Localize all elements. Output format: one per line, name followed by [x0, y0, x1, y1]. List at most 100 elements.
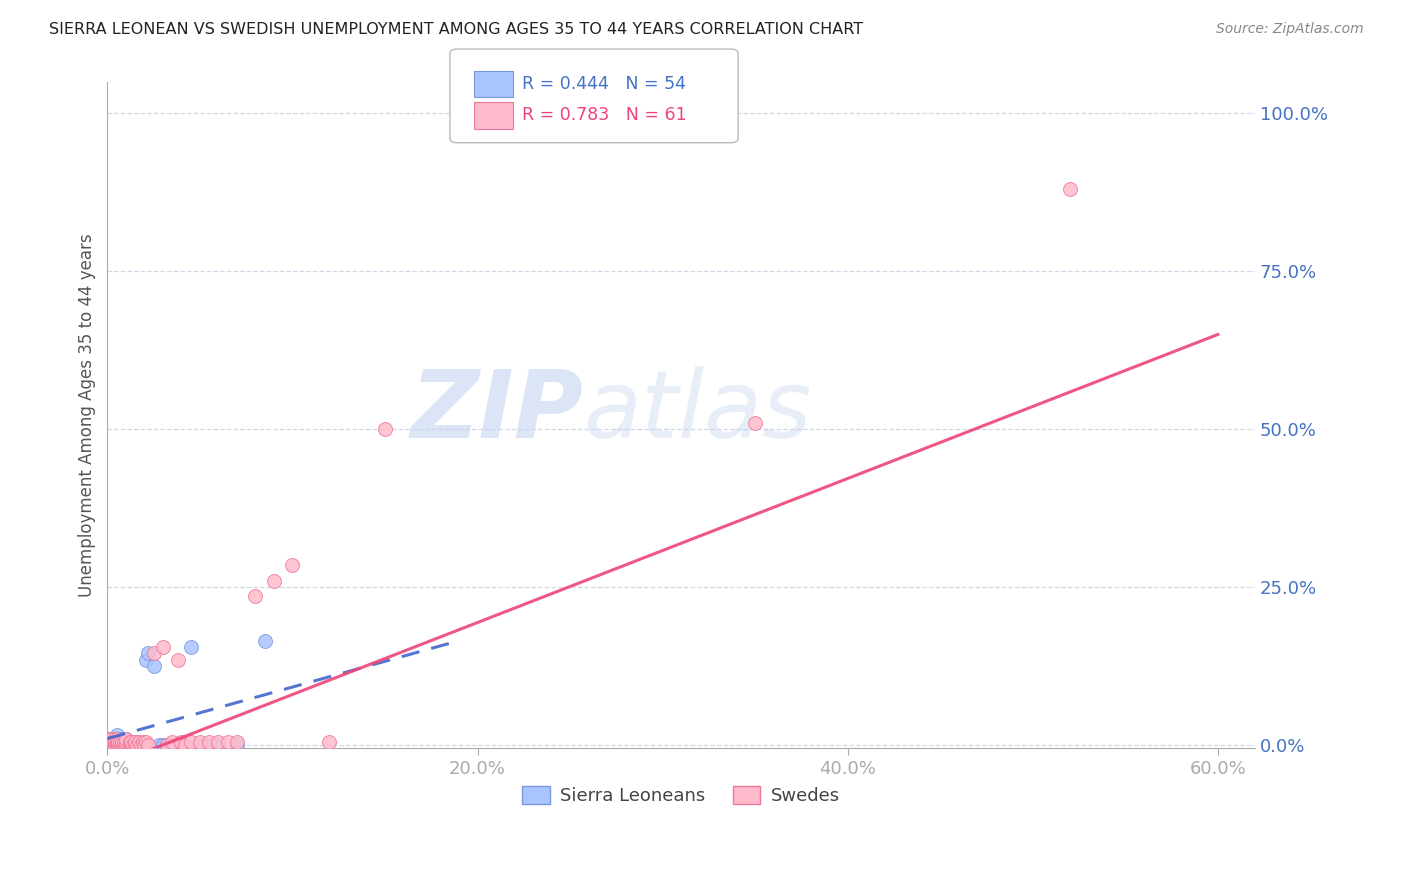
Point [245, 590, 267, 604]
Point [105, 735, 128, 749]
Point [226, 735, 249, 749]
Point [115, 731, 138, 746]
Point [100, 735, 122, 749]
Point [160, 735, 183, 749]
Point [217, 735, 239, 749]
Point [98, 738, 121, 752]
Point [111, 735, 134, 749]
Point [101, 738, 124, 752]
Point [120, 738, 142, 752]
Point [96, 735, 118, 749]
Point [134, 738, 156, 752]
Point [111, 738, 134, 752]
Point [120, 738, 142, 752]
Point [263, 574, 285, 588]
Point [135, 735, 157, 749]
Point [118, 738, 141, 752]
Point [136, 738, 159, 752]
Point [96, 731, 118, 746]
Point [129, 738, 152, 752]
Point [105, 731, 128, 746]
Point [281, 558, 304, 572]
Point [115, 738, 138, 752]
Y-axis label: Unemployment Among Ages 35 to 44 years: Unemployment Among Ages 35 to 44 years [79, 233, 96, 597]
Point [96, 738, 118, 752]
Point [180, 640, 202, 654]
Point [110, 738, 132, 752]
Point [100, 738, 122, 752]
Point [115, 731, 138, 746]
Point [744, 416, 766, 430]
Point [120, 735, 142, 749]
Point [152, 738, 174, 752]
Point [105, 738, 128, 752]
Point [96, 731, 118, 746]
Point [112, 738, 135, 752]
Point [98, 735, 121, 749]
Point [134, 738, 156, 752]
Point [117, 738, 139, 752]
Point [118, 735, 141, 749]
Point [128, 735, 150, 749]
Point [111, 738, 134, 752]
Point [198, 735, 221, 749]
Point [104, 738, 127, 752]
Point [136, 646, 159, 660]
Point [155, 738, 177, 752]
Point [174, 738, 197, 752]
Point [112, 735, 135, 749]
Point [115, 735, 138, 749]
Point [160, 738, 183, 752]
Text: R = 0.783   N = 61: R = 0.783 N = 61 [522, 106, 686, 124]
Text: atlas: atlas [583, 366, 811, 457]
Point [107, 738, 129, 752]
Point [104, 738, 127, 752]
Point [112, 738, 135, 752]
Point [107, 735, 129, 749]
Point [129, 738, 152, 752]
Point [105, 738, 128, 752]
Point [110, 735, 132, 749]
Point [1059, 182, 1081, 196]
Point [124, 738, 146, 752]
Point [104, 735, 127, 749]
Point [170, 738, 193, 752]
Point [112, 735, 135, 749]
Point [226, 738, 249, 752]
Point [155, 738, 177, 752]
Point [170, 735, 193, 749]
Point [152, 640, 174, 654]
Point [148, 738, 170, 752]
Point [100, 735, 122, 749]
Point [128, 738, 150, 752]
Point [122, 738, 145, 752]
Point [135, 653, 157, 667]
Point [105, 735, 128, 749]
Point [207, 738, 229, 752]
Point [107, 738, 129, 752]
Point [166, 738, 188, 752]
Point [101, 731, 124, 746]
Point [124, 738, 146, 752]
Point [122, 738, 145, 752]
Legend: Sierra Leoneans, Swedes: Sierra Leoneans, Swedes [515, 779, 846, 813]
Point [374, 422, 396, 436]
Point [100, 738, 122, 752]
Point [188, 735, 211, 749]
Point [207, 735, 229, 749]
Text: Source: ZipAtlas.com: Source: ZipAtlas.com [1216, 22, 1364, 37]
Point [124, 735, 146, 749]
Point [118, 738, 141, 752]
Point [101, 738, 124, 752]
Point [104, 731, 127, 746]
Point [198, 738, 221, 752]
Point [105, 731, 128, 746]
Point [253, 633, 276, 648]
Text: SIERRA LEONEAN VS SWEDISH UNEMPLOYMENT AMONG AGES 35 TO 44 YEARS CORRELATION CHA: SIERRA LEONEAN VS SWEDISH UNEMPLOYMENT A… [49, 22, 863, 37]
Point [318, 735, 340, 749]
Point [131, 735, 153, 749]
Point [104, 735, 127, 749]
Point [105, 728, 128, 742]
Point [104, 731, 127, 746]
Point [96, 735, 118, 749]
